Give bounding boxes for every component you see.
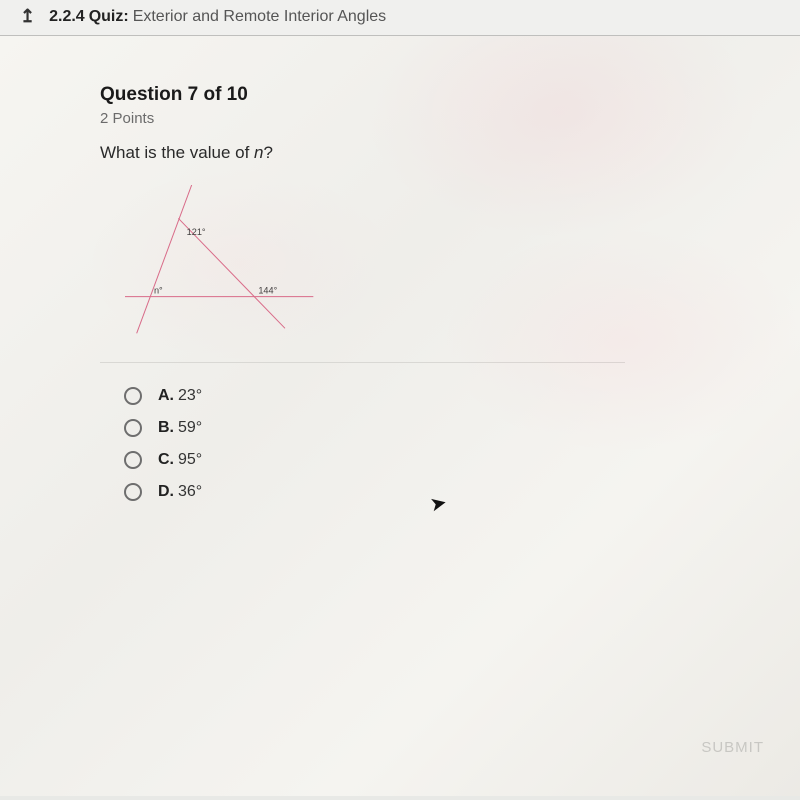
- option-letter: D.: [158, 483, 174, 501]
- answer-option[interactable]: C.95°: [124, 451, 740, 469]
- option-letter: A.: [158, 387, 174, 405]
- option-text: 95°: [178, 451, 202, 469]
- svg-text:n°: n°: [154, 285, 163, 295]
- radio-icon[interactable]: [124, 483, 142, 501]
- question-points: 2 Points: [100, 110, 740, 127]
- options-divider: [100, 362, 625, 363]
- question-diagram: 121° 144° n°: [100, 185, 740, 340]
- submit-button[interactable]: SUBMIT: [701, 739, 764, 756]
- svg-text:144°: 144°: [258, 285, 277, 295]
- option-text: 36°: [178, 483, 202, 501]
- prompt-variable: n: [254, 143, 263, 162]
- quiz-type-label: Quiz:: [89, 8, 129, 26]
- svg-text:121°: 121°: [187, 227, 206, 237]
- question-page: Question 7 of 10 2 Points What is the va…: [0, 36, 800, 796]
- radio-icon[interactable]: [124, 451, 142, 469]
- option-letter: B.: [158, 419, 174, 437]
- option-text: 59°: [178, 419, 202, 437]
- answer-options: A.23°B.59°C.95°D.36°: [124, 387, 740, 501]
- prompt-text-2: ?: [264, 143, 273, 162]
- prompt-text-1: What is the value of: [100, 143, 254, 162]
- option-text: 23°: [178, 387, 202, 405]
- option-letter: C.: [158, 451, 174, 469]
- back-arrow-icon[interactable]: ↥: [20, 6, 35, 27]
- radio-icon[interactable]: [124, 419, 142, 437]
- question-prompt: What is the value of n?: [100, 143, 740, 163]
- quiz-header: ↥ 2.2.4 Quiz: Exterior and Remote Interi…: [0, 0, 800, 36]
- question-number: Question 7 of 10: [100, 84, 740, 106]
- answer-option[interactable]: B.59°: [124, 419, 740, 437]
- section-code: 2.2.4: [49, 8, 85, 26]
- quiz-title: Exterior and Remote Interior Angles: [133, 8, 386, 26]
- answer-option[interactable]: A.23°: [124, 387, 740, 405]
- radio-icon[interactable]: [124, 387, 142, 405]
- triangle-diagram-svg: 121° 144° n°: [100, 185, 340, 335]
